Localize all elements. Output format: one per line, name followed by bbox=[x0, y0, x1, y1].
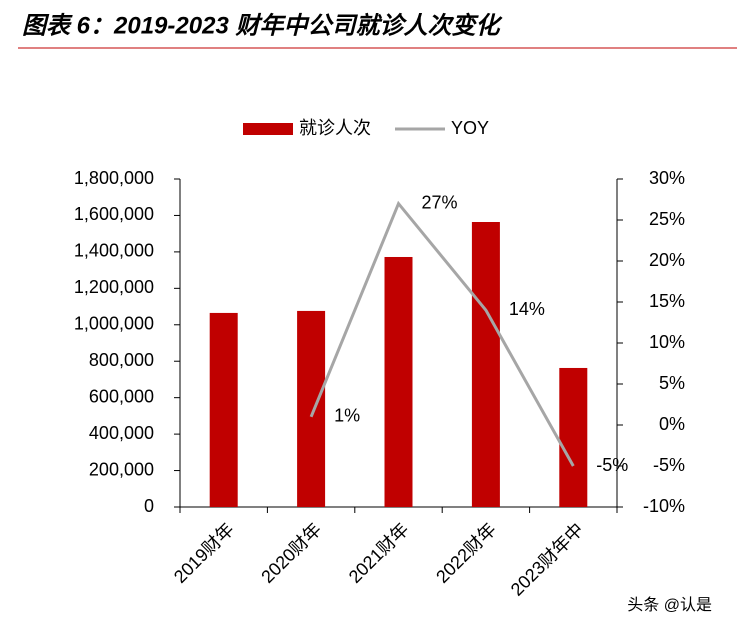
y-tick-label: 600,000 bbox=[89, 386, 154, 406]
y2-tick-label: 20% bbox=[649, 250, 685, 270]
y-tick-label: 1,200,000 bbox=[74, 277, 154, 297]
y-tick-label: 200,000 bbox=[89, 459, 154, 479]
y-tick-label: 400,000 bbox=[89, 423, 154, 443]
y2-tick-label: 5% bbox=[659, 373, 685, 393]
x-tick-label: 2022财年 bbox=[432, 519, 500, 587]
y2-tick-label: -5% bbox=[653, 455, 685, 475]
y2-tick-label: 30% bbox=[649, 168, 685, 188]
legend-label: YOY bbox=[451, 118, 489, 138]
y-tick-label: 1,000,000 bbox=[74, 314, 154, 334]
x-tick-label: 2023财年中 bbox=[507, 519, 588, 600]
bar bbox=[559, 367, 588, 507]
y2-tick-label: 10% bbox=[649, 332, 685, 352]
y-tick-label: 800,000 bbox=[89, 350, 154, 370]
bar bbox=[384, 256, 413, 507]
x-tick-label: 2021财年 bbox=[345, 519, 413, 587]
line bbox=[309, 200, 575, 467]
y-tick-label: 0 bbox=[144, 496, 154, 516]
value-label: -5% bbox=[596, 455, 628, 475]
bar bbox=[471, 222, 500, 507]
x-tick-label: 2020财年 bbox=[257, 519, 325, 587]
y-tick-label: 1,600,000 bbox=[74, 204, 154, 224]
chart-title: 图表 6：2019-2023 财年中公司就诊人次变化 bbox=[22, 12, 503, 39]
value-label: 27% bbox=[422, 192, 458, 212]
x-tick-label: 2019财年 bbox=[170, 519, 238, 587]
y2-tick-label: 25% bbox=[649, 209, 685, 229]
legend-swatch bbox=[243, 123, 293, 135]
value-label: 14% bbox=[509, 299, 545, 319]
bar bbox=[297, 310, 326, 507]
watermark: 头条 @认是 bbox=[627, 596, 712, 614]
value-label: 1% bbox=[334, 406, 360, 426]
y2-tick-label: 15% bbox=[649, 291, 685, 311]
bar bbox=[209, 312, 238, 507]
legend-label: 就诊人次 bbox=[299, 118, 371, 138]
y-tick-label: 1,400,000 bbox=[74, 241, 154, 261]
y2-tick-label: -10% bbox=[643, 496, 685, 516]
y-tick-label: 1,800,000 bbox=[74, 168, 154, 188]
y2-tick-label: 0% bbox=[659, 414, 685, 434]
